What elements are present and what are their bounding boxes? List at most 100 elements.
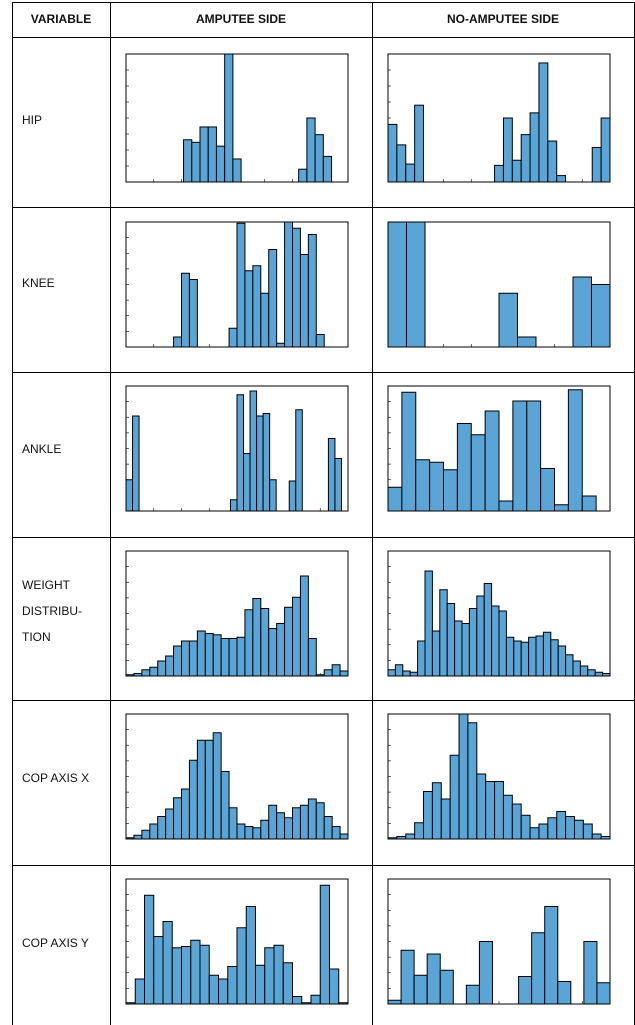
histogram-bar: [600, 836, 611, 840]
histogram-bar: [133, 834, 143, 840]
histogram-bar: [542, 631, 552, 677]
histogram-bar: [454, 620, 463, 677]
histogram-bar: [331, 664, 341, 677]
histogram-bar: [485, 781, 496, 840]
histogram-bar: [591, 146, 602, 183]
histogram-bar: [228, 638, 238, 677]
histogram-bar: [402, 670, 411, 677]
histogram-bar: [529, 827, 540, 840]
histogram-bar: [149, 666, 159, 677]
histogram-bar: [535, 635, 544, 677]
histogram-bar: [567, 389, 583, 512]
histogram-bar: [414, 104, 425, 183]
histogram-bar: [565, 654, 574, 677]
histogram-bar: [426, 953, 441, 1005]
histogram-bar: [165, 808, 175, 840]
histogram-bar: [245, 906, 256, 1005]
histogram-bar: [478, 941, 493, 1005]
histogram-bar: [243, 453, 251, 512]
histogram-bar: [315, 674, 325, 677]
histogram-bar: [133, 673, 143, 677]
histogram-bar: [276, 812, 286, 840]
table-rule: [12, 2, 635, 3]
histogram-bar: [249, 390, 258, 512]
histogram-bar: [125, 479, 134, 512]
histogram-bar: [520, 641, 530, 677]
histogram-bar: [212, 634, 222, 677]
histogram-bar: [446, 603, 456, 677]
histogram-bar: [162, 921, 173, 1005]
histogram-bar: [220, 638, 230, 677]
histogram-bar: [531, 932, 546, 1005]
histogram-bar: [188, 279, 198, 348]
cop-axis-y-no-amputee-histogram: [387, 878, 611, 1005]
table-rule: [372, 2, 373, 1025]
table-rule: [12, 2, 13, 1025]
histogram-bar: [196, 630, 206, 677]
histogram-bar: [554, 504, 569, 512]
histogram-bar: [183, 139, 193, 183]
histogram-bar: [470, 434, 486, 512]
histogram-bar: [565, 816, 575, 840]
histogram-bar: [125, 1002, 136, 1005]
histogram-bar: [498, 610, 507, 677]
histogram-bar: [505, 636, 515, 677]
histogram-bar: [423, 791, 433, 840]
weight-distribution-amputee-histogram: [125, 550, 349, 677]
histogram-bar: [415, 459, 431, 512]
histogram-bar: [284, 606, 294, 677]
cop-axis-x-no-amputee-histogram: [387, 713, 611, 840]
histogram-bar: [207, 126, 217, 183]
histogram-bar: [141, 829, 151, 840]
histogram-bar: [465, 984, 480, 1005]
histogram-bar: [298, 168, 308, 183]
histogram-bar: [413, 974, 428, 1005]
histogram-bar: [338, 1002, 349, 1005]
hip-amputee-histogram: [125, 53, 349, 183]
row-label-line: WEIGHT: [22, 578, 70, 592]
histogram-bar: [191, 141, 201, 183]
histogram-bar: [232, 158, 242, 183]
histogram-bar: [556, 175, 567, 183]
histogram-bar: [284, 817, 294, 840]
histogram-bar: [282, 962, 293, 1005]
histogram-bar: [125, 674, 135, 677]
histogram-bar: [157, 660, 167, 677]
ankle-no-amputee-histogram: [387, 385, 611, 512]
histogram-bar: [299, 254, 309, 348]
histogram-bar: [273, 944, 284, 1005]
histogram-bar: [494, 781, 504, 840]
histogram-bar: [461, 623, 470, 677]
histogram-bar: [339, 670, 349, 677]
histogram-bar: [228, 327, 238, 348]
histogram-bar: [387, 221, 407, 348]
histogram-bar: [264, 947, 275, 1005]
histogram-bar: [236, 823, 246, 840]
histogram-bar: [424, 570, 433, 677]
histogram-bar: [255, 964, 266, 1005]
histogram-bar: [405, 833, 416, 840]
histogram-bar: [417, 640, 426, 677]
histogram-bar: [331, 826, 341, 840]
histogram-bar: [449, 754, 460, 840]
histogram-bar: [181, 788, 190, 840]
histogram-bar: [236, 927, 247, 1005]
histogram-bar: [468, 608, 478, 677]
histogram-bar: [252, 265, 262, 348]
histogram-bar: [520, 134, 531, 183]
histogram-bar: [153, 936, 164, 1005]
histogram-bar: [494, 164, 504, 183]
histogram-bar: [538, 62, 549, 183]
histogram-bar: [212, 732, 222, 840]
histogram-bar: [396, 144, 407, 183]
histogram-bar: [572, 276, 592, 348]
histogram-bar: [292, 996, 303, 1005]
histogram-bar: [334, 458, 342, 512]
histogram-bar: [387, 999, 402, 1005]
histogram-bar: [215, 145, 226, 183]
histogram-bar: [394, 664, 404, 677]
histogram-bar: [439, 589, 448, 677]
histogram-bar: [199, 126, 209, 183]
histogram-bar: [295, 409, 303, 512]
